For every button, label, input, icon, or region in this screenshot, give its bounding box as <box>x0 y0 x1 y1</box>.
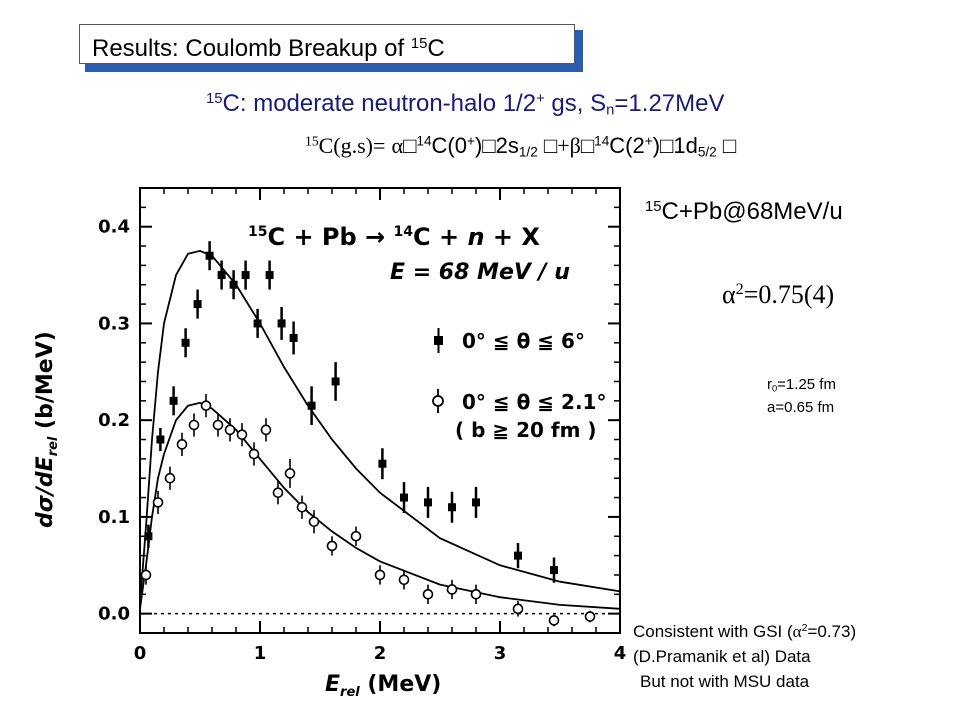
note-pramanik: (D.Pramanik et al) Data <box>633 646 811 666</box>
filled-square-point <box>331 377 340 386</box>
open-circle-point <box>176 439 188 450</box>
filled-square-point <box>253 319 262 328</box>
alpha-squared-result: α2=0.75(4) <box>722 280 835 309</box>
open-circle-point <box>446 584 458 595</box>
open-circle-point <box>188 419 200 431</box>
note-gsi: Consistent with GSI (α2=0.73) <box>633 621 857 641</box>
filled-square-point <box>514 551 522 560</box>
filled-square-point <box>169 396 178 405</box>
open-circle-point <box>326 540 338 552</box>
filled-square-point <box>181 338 190 347</box>
filled-square-point <box>156 435 165 444</box>
open-circle-point <box>248 448 260 460</box>
legend-open-label: 0° ≦ θ ≦ 2.1° <box>462 390 606 414</box>
open-circle-point <box>584 611 596 622</box>
y-tick-label: 0.2 <box>98 410 130 431</box>
open-circle-point <box>212 419 224 431</box>
filled-square-point <box>400 493 408 502</box>
coulomb-breakup-chart: 0 1 2 3 4 0.0 0.1 0.2 0.3 0.4 15C + Pb → 14C + n… <box>33 187 627 700</box>
subtitle: 15C: moderate neutron-halo 1/2+ gs, Sn=1… <box>206 90 725 119</box>
filled-square-point <box>550 566 558 575</box>
filled-square-point <box>472 498 480 507</box>
filled-square-point <box>378 459 387 468</box>
open-circle-point <box>164 472 176 484</box>
filled-square-point <box>217 271 226 280</box>
comparison-notes: Consistent with GSI (α2=0.73) (D.Pramani… <box>633 616 856 694</box>
slide-title: Results: Coulomb Breakup of 15C <box>79 24 575 64</box>
potential-parameters: r0=1.25 fm a=0.65 fm <box>767 375 836 418</box>
open-circle-point <box>260 424 272 436</box>
filled-square-point <box>144 532 153 541</box>
filled-square-point <box>265 271 274 280</box>
open-circle-point <box>512 603 524 615</box>
theory-curve-2-1deg <box>139 401 621 610</box>
note-msu: But not with MSU data <box>640 671 810 691</box>
open-circle-point <box>374 569 386 581</box>
open-circle-point <box>272 487 284 499</box>
filled-square-point <box>241 271 250 280</box>
y-axis-label: dσ/dErel (b/MeV) <box>33 331 61 528</box>
open-circle-point <box>224 424 236 436</box>
y-tick-label: 0.3 <box>98 313 130 334</box>
open-circle-point <box>350 530 362 542</box>
filled-square-point <box>205 251 214 260</box>
filled-square-point <box>307 401 316 410</box>
open-circle-point <box>140 569 152 581</box>
theory-curve-6deg <box>139 249 621 605</box>
a-parameter: a=0.65 fm <box>767 399 835 417</box>
legend-filled-label: 0° ≦ θ ≦ 6° <box>462 329 585 353</box>
y-tick-label: 0.1 <box>98 507 130 528</box>
reaction-label: 15C+Pb@68MeV/u <box>645 198 843 225</box>
x-tick-label: 4 <box>614 643 627 664</box>
legend-open-circle-marker <box>432 395 444 407</box>
filled-square-point <box>277 319 286 328</box>
open-circle-point <box>422 589 434 600</box>
filled-square-point <box>289 333 298 342</box>
filled-square-point <box>193 300 202 309</box>
r0-parameter: r0=1.25 fm <box>767 376 836 394</box>
filled-square-point <box>229 280 238 289</box>
open-circle-point <box>398 574 410 586</box>
x-axis-label: Erel (MeV) <box>325 672 441 700</box>
open-circle-point <box>284 468 296 479</box>
open-circle-point <box>236 429 248 440</box>
filled-square-point <box>424 498 432 507</box>
inplot-reaction-title: 15C + Pb → 14C + n + X <box>248 223 540 251</box>
open-circle-point <box>308 516 320 528</box>
open-circle-point <box>296 501 308 513</box>
x-tick-label: 0 <box>134 643 147 664</box>
x-tick-label: 1 <box>254 643 267 664</box>
open-circle-point <box>200 400 212 411</box>
x-tick-label: 3 <box>494 643 507 664</box>
x-tick-label: 2 <box>374 643 387 664</box>
y-tick-label: 0.0 <box>98 604 130 625</box>
y-tick-label: 0.4 <box>98 217 130 238</box>
filled-square-point <box>448 503 456 512</box>
open-circle-point <box>152 497 164 508</box>
legend-open-condition: ( b ≧ 20 fm ) <box>455 418 597 442</box>
wavefunction-formula: 15C(g.s)= α□14C(0+)□2s1/2 □+β□14C(2+)□1d… <box>305 133 737 160</box>
inplot-energy-label: E = 68 MeV / u <box>390 260 570 285</box>
open-circle-point <box>548 615 560 626</box>
open-circle-point <box>470 589 482 600</box>
